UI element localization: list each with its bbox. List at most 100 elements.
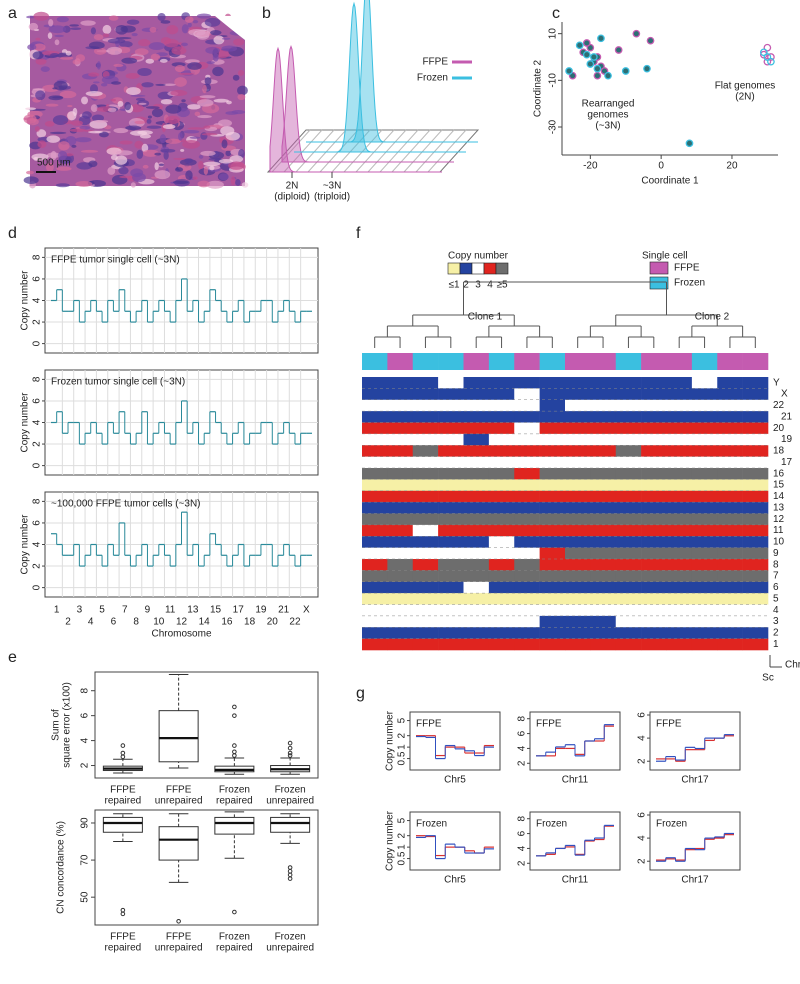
x-tick-label: 1 [54,605,60,616]
tissue-blob [40,66,50,72]
y-tick-label: -10 [548,73,559,88]
outlier [287,740,293,746]
heat-cell [514,456,540,469]
y-axis-title: Coordinate 2 [533,59,544,117]
heat-cell [742,468,769,480]
heat-cell [742,536,769,548]
tissue-blob [125,125,142,131]
tissue-blob [91,114,105,122]
heat-cell [717,411,743,423]
heat-cell [691,536,718,548]
floor-hatch [283,129,323,173]
x-tick-label: 15 [210,605,222,616]
heat-cell [438,615,464,628]
box [102,816,143,833]
heat-cell [590,536,617,548]
tissue-blob [198,160,204,170]
heat-cell [666,615,693,628]
row-label: 2 [773,628,779,639]
tissue-blob [183,130,200,134]
heat-cell [590,559,617,571]
tissue-blob [75,181,93,187]
heat-cell [565,490,591,503]
heat-cell [539,490,566,503]
row-label: 13 [773,502,785,513]
tissue-blob [163,83,176,86]
outlier [120,750,126,756]
heat-cell [590,445,617,457]
heat-cell [387,627,414,639]
heat-cell [742,411,769,423]
panel-title: Frozen [656,819,687,830]
tissue-blob [26,15,36,19]
heat-cell [615,490,642,503]
heat-cell [387,411,414,423]
heat-cell [615,559,642,571]
tissue-blob [160,98,173,105]
heat-cell [438,468,464,480]
row-label: 5 [773,593,779,604]
heat-cell [666,536,693,548]
tissue-blob [37,140,47,149]
tissue-blob [181,99,186,103]
heat-cell [565,627,591,639]
floor-hatch [415,129,455,173]
tissue-blob [65,50,72,56]
y-tick-label: 2 [32,441,43,447]
heat-cell [691,604,718,617]
legend-swatch [447,262,461,275]
tissue-blob [126,19,140,25]
heat-cell [362,536,388,548]
floor-hatch [295,129,335,173]
heat-cell [691,490,718,503]
heat-cell [539,627,566,639]
heat-cell [717,581,743,594]
heat-cell [488,536,515,548]
tissue-blob [36,129,47,138]
x-tick-label: 20 [267,617,279,628]
sample-type [565,353,591,370]
heat-cell [514,559,540,571]
heat-cell [742,422,769,435]
heat-cell [717,377,743,389]
heat-cell [641,604,667,617]
heat-cell [463,490,490,503]
tissue-blob [71,144,77,148]
legend-swatch [471,262,485,275]
tissue-blob [237,93,246,101]
tissue-blob [194,111,201,117]
heat-cell [463,536,490,548]
floor-hatch [427,129,467,173]
heat-cell [463,468,490,480]
y-axis-title: Copy number [20,514,31,575]
y-tick-label: 6 [32,276,43,282]
tissue-blob [145,106,160,109]
legend-swatch [649,261,669,275]
heat-cell [362,377,388,389]
tissue-blob [206,180,224,189]
x-tick-label: 20 [726,161,738,172]
tissue-blob [159,134,167,144]
outlier [232,713,237,718]
heat-cell [412,570,439,583]
heat-cell [641,581,667,594]
tissue-blob [160,20,171,24]
heat-cell [641,468,667,480]
x-axis-title: Chromosome [151,629,211,640]
heat-cell [488,559,515,571]
y-tick-label: 5 [397,717,408,723]
heat-cell [666,581,693,594]
heat-cell [691,422,718,435]
heat-cell [488,502,515,514]
tissue-blob [171,46,187,55]
x-tick-label: repaired [216,796,253,807]
heat-cell [641,547,667,560]
row-label: 17 [781,457,793,468]
tissue-blob [88,160,98,168]
heat-cell [691,399,718,412]
legend-swatch [459,262,473,275]
heat-cell [641,388,667,401]
heat-cell [691,456,718,469]
tissue-blob [225,111,239,115]
y-tick-label: 4 [32,419,43,425]
